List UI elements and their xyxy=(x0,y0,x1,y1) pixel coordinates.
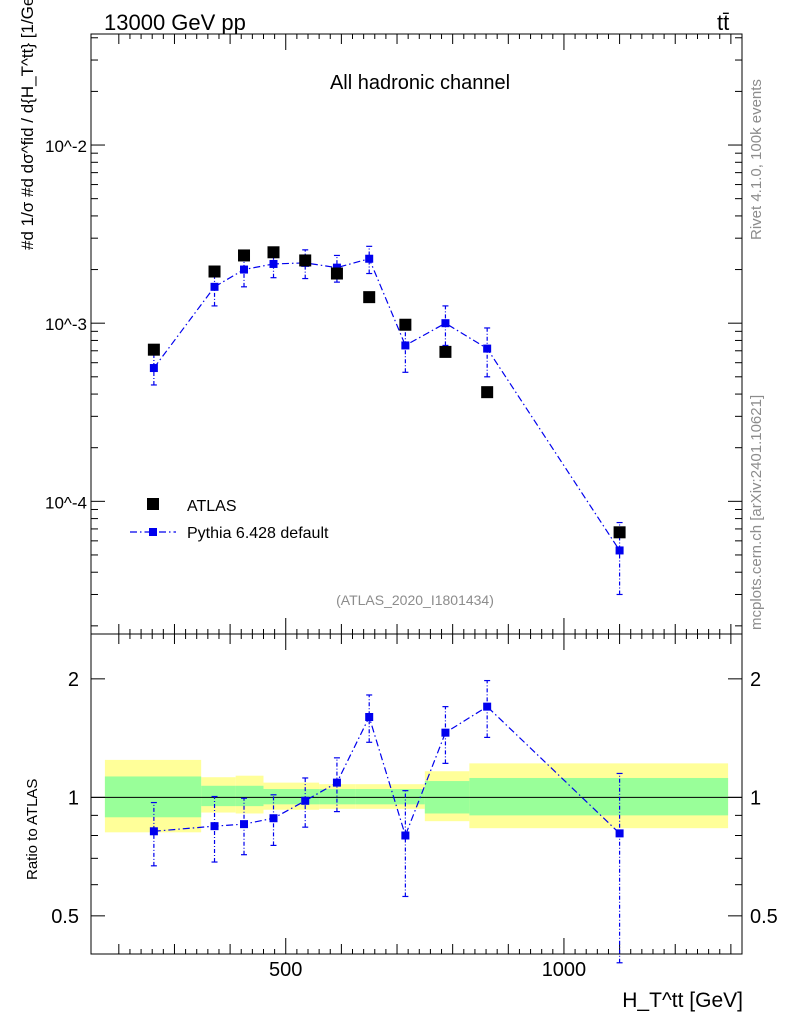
ratio-point xyxy=(210,822,219,831)
ratio-point xyxy=(301,796,310,805)
plot-title: All hadronic channel xyxy=(330,72,510,94)
ratio-point xyxy=(401,831,410,840)
ratio-panel: 0.5 0.5 1 1 2 2 500 1000 Ratio to ATLAS xyxy=(24,633,778,981)
legend-atlas-marker xyxy=(147,498,159,510)
pythia-point xyxy=(483,344,492,353)
atlas-point xyxy=(399,318,412,331)
legend-pythia-marker xyxy=(149,528,157,536)
atlas-point xyxy=(481,386,494,399)
pythia-point xyxy=(401,341,410,350)
ratio-point xyxy=(269,814,278,823)
uncertainty-band-green xyxy=(201,785,236,807)
ratio-point xyxy=(332,778,341,787)
uncertainty-band-green xyxy=(235,785,264,807)
pythia-point xyxy=(149,364,158,373)
atlas-point xyxy=(147,343,160,356)
atlas-point xyxy=(299,254,312,267)
main-y-tick-label: 10^-3 xyxy=(45,315,87,334)
uncertainty-band-green xyxy=(469,777,729,816)
pythia-point xyxy=(210,282,219,291)
atlas-point xyxy=(439,345,452,358)
rivet-label: Rivet 4.1.0, 100k events xyxy=(748,79,765,240)
ratio-y-tick-label-right: 1 xyxy=(750,787,761,809)
ratio-frame xyxy=(90,633,743,955)
main-y-tick-label: 10^-2 xyxy=(45,137,87,156)
pythia-point xyxy=(240,265,249,274)
ratio-point xyxy=(441,728,450,737)
ratio-point xyxy=(240,820,249,829)
atlas-point xyxy=(613,526,626,539)
main-ylabel: #d 1/σ #d dσ^fid / d{H_T^tt} [1/GeV] xyxy=(18,0,37,250)
ratio-ylabel: Ratio to ATLAS xyxy=(24,779,41,880)
x-tick-label: 1000 xyxy=(542,959,587,981)
mcplots-label: mcplots.cern.ch [arXiv:2401.10621] xyxy=(748,395,765,630)
ratio-point xyxy=(149,827,158,836)
pythia-point xyxy=(269,259,278,268)
header-left: 13000 GeV pp xyxy=(104,10,246,35)
legend-pythia-label: Pythia 6.428 default xyxy=(187,525,329,542)
atlas-point xyxy=(363,291,376,304)
atlas-point xyxy=(330,267,343,280)
main-ylabel-text: #d 1/σ #d dσ^fid / d{H_T^tt} [1/GeV] xyxy=(18,0,37,250)
ratio-y-tick-label-right: 2 xyxy=(750,669,761,691)
x-axis-label: H_T^tt [GeV] xyxy=(622,989,743,1012)
ratio-y-tick-label-right: 0.5 xyxy=(750,906,778,928)
uncertainty-band-green xyxy=(263,789,320,805)
pythia-point xyxy=(441,319,450,328)
ratio-y-tick-label: 1 xyxy=(68,787,79,809)
pythia-point xyxy=(365,254,374,263)
uncertainty-band-green xyxy=(355,789,425,805)
x-tick-label: 500 xyxy=(269,959,302,981)
ratio-point xyxy=(483,702,492,711)
legend-atlas-label: ATLAS xyxy=(187,498,237,515)
legend: ATLAS Pythia 6.428 default xyxy=(130,498,329,542)
ratio-y-tick-label: 0.5 xyxy=(51,906,79,928)
ratio-point xyxy=(615,829,624,838)
uncertainty-band-green xyxy=(319,789,356,805)
ratio-y-tick-label: 2 xyxy=(68,669,79,691)
atlas-point xyxy=(238,249,251,262)
main-panel: 10^-4 10^-3 10^-2 All hadronic channel (AT… xyxy=(18,0,743,954)
header-right: tt̄ xyxy=(717,10,729,35)
watermark: (ATLAS_2020_I1801434) xyxy=(336,592,494,608)
main-y-tick-label: 10^-4 xyxy=(45,493,87,512)
main-frame xyxy=(90,33,743,635)
atlas-point xyxy=(208,265,221,278)
pythia-point xyxy=(615,546,624,555)
atlas-point xyxy=(267,246,280,259)
ratio-point xyxy=(365,713,374,722)
